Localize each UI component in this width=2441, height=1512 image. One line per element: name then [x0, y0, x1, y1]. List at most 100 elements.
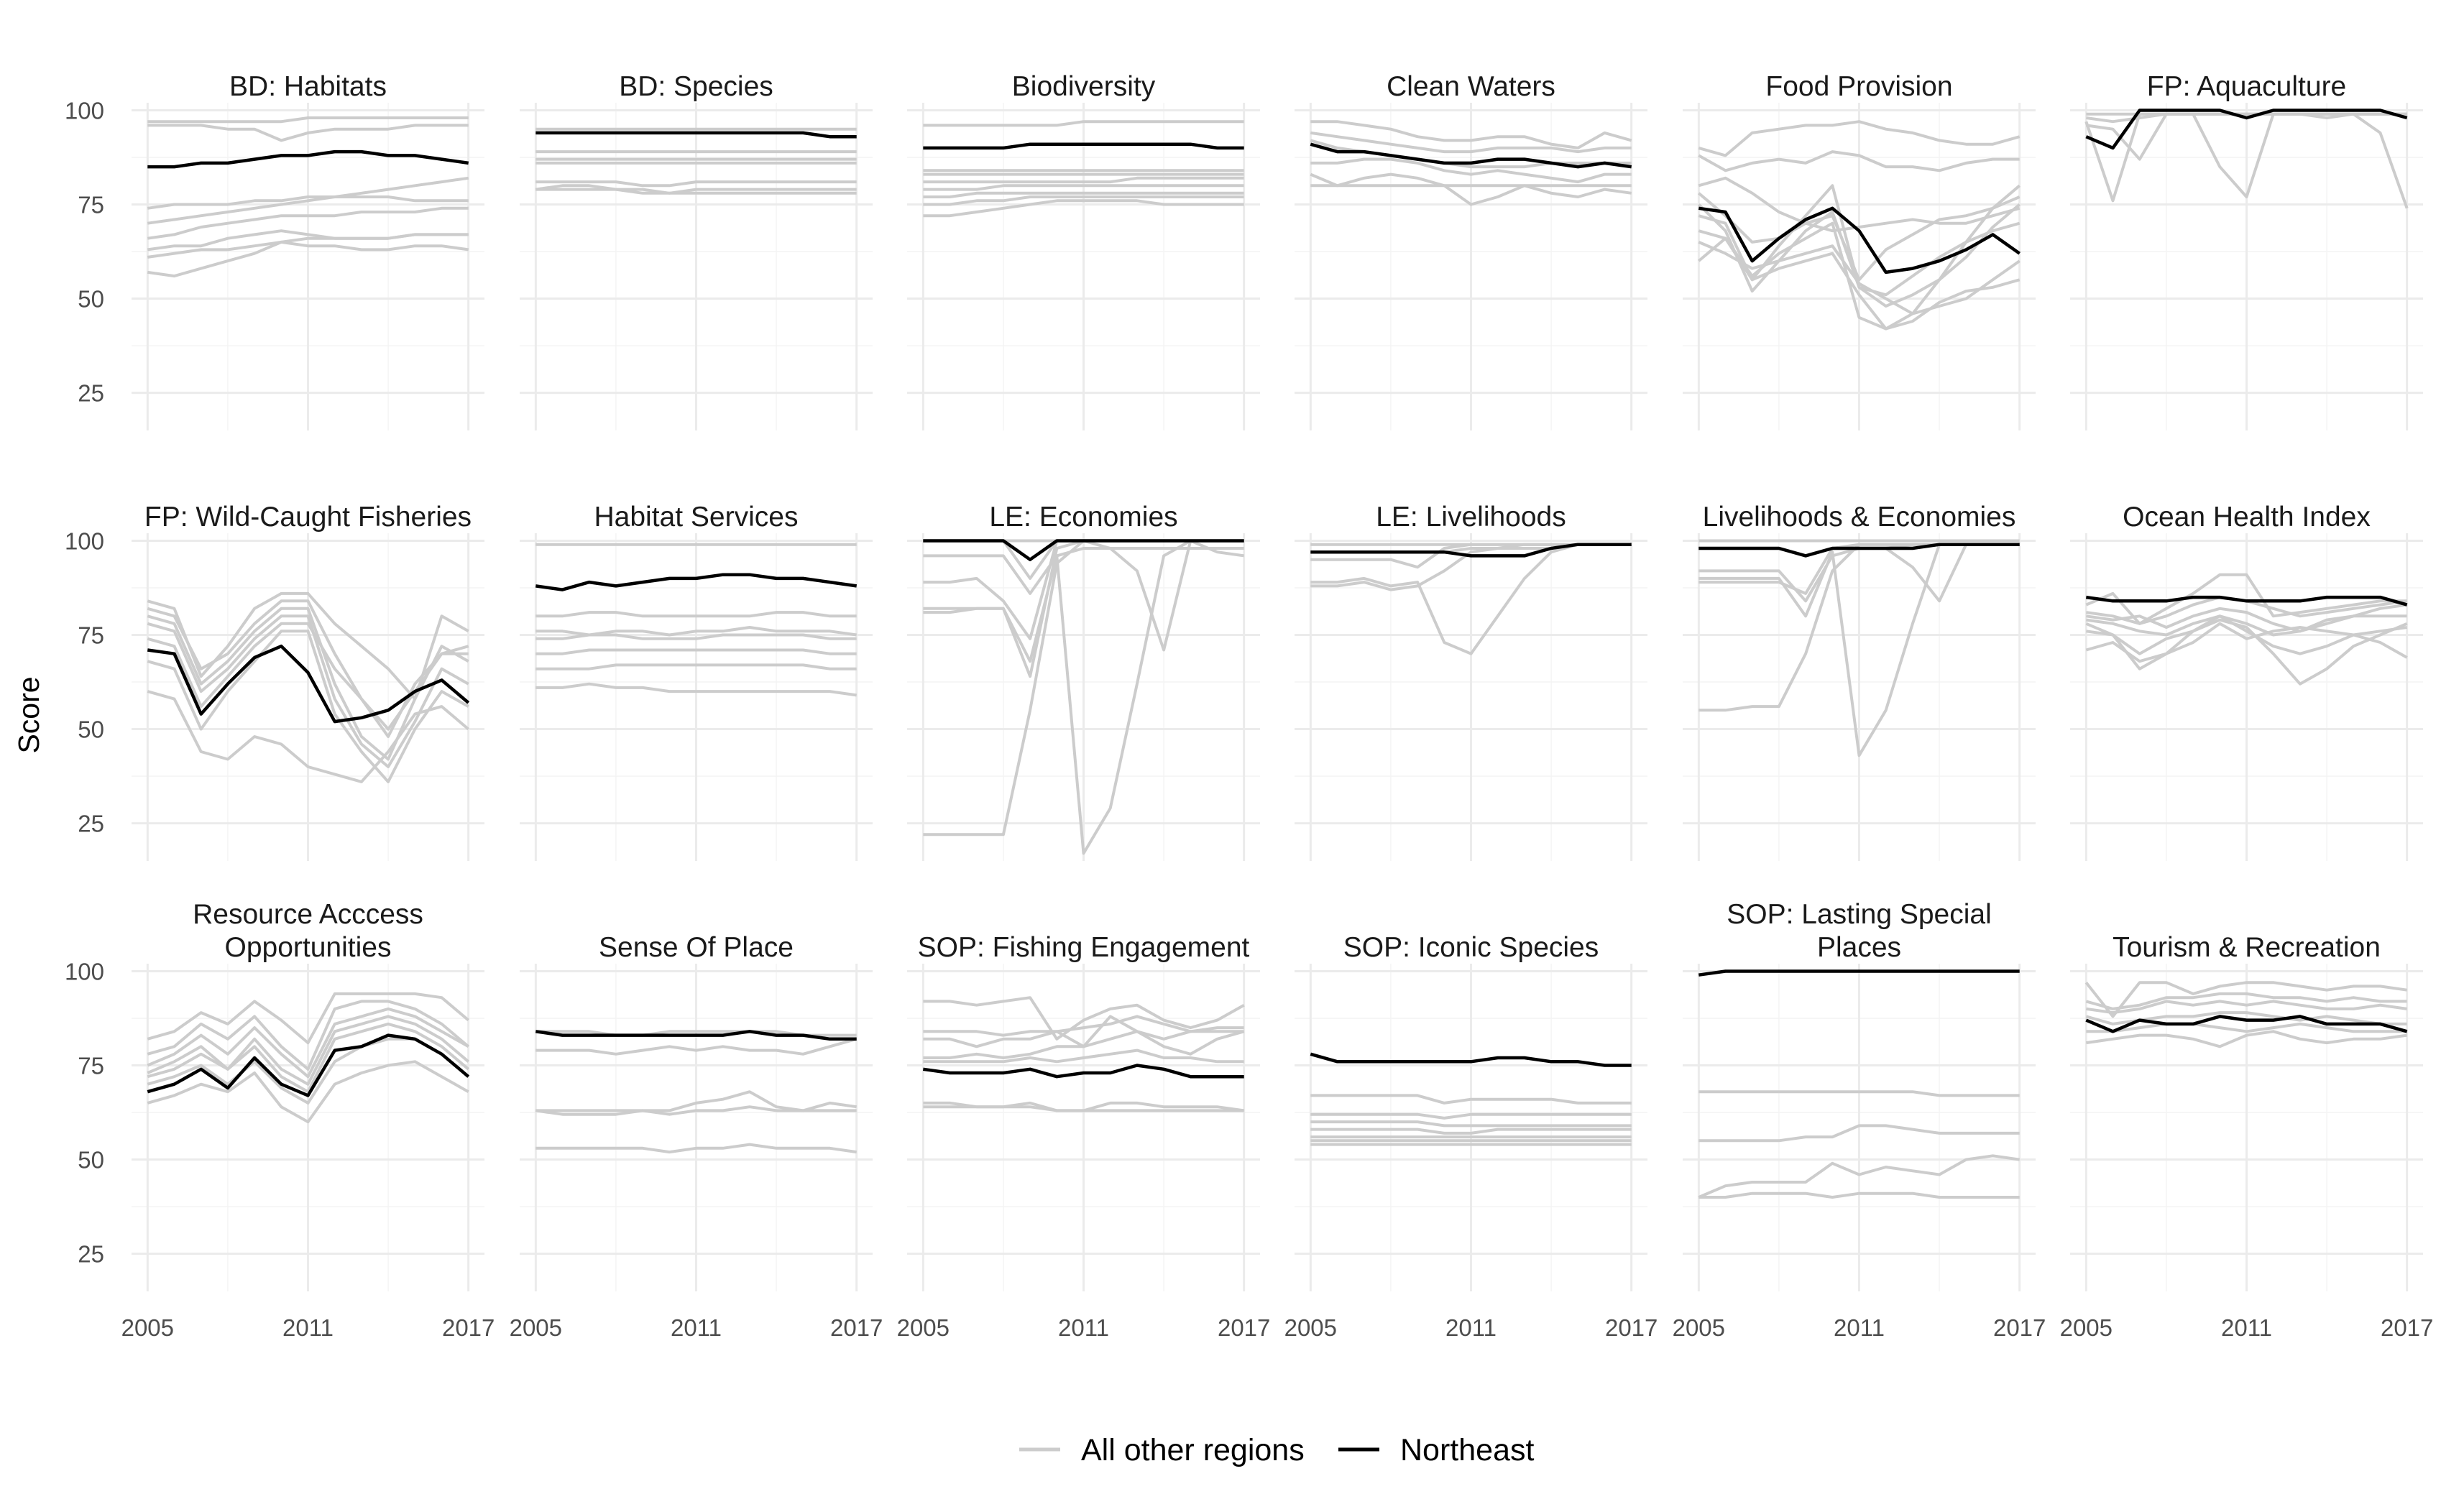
series-line-other-region	[2085, 992, 2407, 1010]
series-line-other-region	[923, 176, 1244, 184]
series-line-other-region	[2086, 1000, 2407, 1015]
series-line-other-region	[1698, 192, 2021, 282]
x-tick-label: 2011	[1834, 1314, 1885, 1341]
y-tick-label: 50	[78, 716, 104, 743]
facet-panel: Sense Of Place 2005 2011 2017	[510, 932, 883, 1341]
series-line-other-region	[147, 992, 469, 1045]
series-line-other-region	[923, 191, 1244, 198]
facet-title: Resource Acccess	[193, 899, 423, 930]
series-line-other-region	[1310, 1128, 1632, 1135]
x-tick-label: 2011	[671, 1314, 722, 1341]
facet-panel: Ocean Health Index	[2070, 502, 2423, 861]
series-line-other-region	[147, 176, 469, 210]
facet-title: SOP: Iconic Species	[1343, 932, 1599, 963]
series-line-other-region	[535, 1143, 857, 1154]
y-tick-label: 100	[65, 527, 104, 554]
series-line-northeast	[922, 1064, 1244, 1079]
x-tick-label: 2005	[121, 1314, 174, 1341]
x-tick-label: 2011	[282, 1314, 334, 1341]
series-line-other-region	[535, 1105, 857, 1116]
facet-title: BD: Species	[619, 71, 773, 102]
series-line-northeast	[147, 644, 470, 724]
facet-panel: FP: Wild-Caught Fisheries 25 50 75 100	[65, 502, 484, 861]
series-line-other-region	[147, 1000, 469, 1071]
series-line-other-region	[1310, 120, 1632, 149]
series-line-other-region	[147, 690, 469, 783]
series-line-northeast	[147, 1033, 470, 1097]
series-line-other-region	[2084, 981, 2407, 1018]
x-tick-label: 2017	[2381, 1314, 2433, 1341]
facet-title: Sense Of Place	[599, 932, 794, 963]
y-axis-title: Score	[12, 676, 45, 753]
series-line-other-region	[923, 184, 1244, 191]
facet-title: Habitat Services	[594, 502, 799, 533]
series-line-other-region	[1310, 157, 1632, 184]
series-line-other-region	[1310, 131, 1632, 154]
series-line-other-region	[2086, 1022, 2407, 1033]
x-tick-label: 2017	[1218, 1314, 1270, 1341]
facet-panel: Livelihoods & Economies	[1683, 502, 2036, 861]
series-line-northeast	[2085, 595, 2408, 607]
series-line-other-region	[1698, 176, 2021, 233]
x-tick-label: 2017	[830, 1314, 883, 1341]
facet-title: SOP: Lasting Special	[1727, 899, 1992, 930]
series-line-northeast	[2085, 1015, 2408, 1033]
series-line-northeast	[535, 573, 858, 591]
series-line-other-region	[535, 611, 857, 618]
series-line-other-region	[535, 682, 857, 697]
series-line-other-region	[1698, 184, 2021, 331]
facet-title: Clean Waters	[1387, 71, 1555, 102]
facet-title: Opportunities	[225, 932, 392, 963]
series-line-other-region	[923, 996, 1245, 1041]
y-tick-label: 75	[78, 622, 104, 649]
x-tick-label: 2005	[2060, 1314, 2113, 1341]
legend-label-other: All other regions	[1081, 1433, 1305, 1467]
series-line-other-region	[923, 1105, 1244, 1112]
y-tick-label: 50	[78, 286, 104, 313]
x-tick-label: 2017	[442, 1314, 495, 1341]
x-tick-label: 2017	[1605, 1314, 1658, 1341]
series-line-other-region	[1698, 1154, 2020, 1199]
series-line-other-region	[2086, 112, 2407, 161]
series-line-other-region	[1698, 1191, 2020, 1199]
series-line-northeast	[1310, 543, 1632, 558]
series-line-other-region	[535, 184, 857, 195]
series-line-northeast	[1310, 142, 1632, 169]
series-line-other-region	[147, 614, 469, 768]
facet-title: LE: Livelihoods	[1376, 502, 1566, 533]
series-line-other-region	[147, 206, 469, 240]
facet-panel: LE: Livelihoods	[1295, 502, 1647, 861]
facet-title: SOP: Fishing Engagement	[918, 932, 1250, 963]
facet-panel: FP: Aquaculture	[2070, 71, 2423, 430]
facet-panel: Food Provision	[1683, 71, 2036, 430]
facet-title: Tourism & Recreation	[2113, 932, 2381, 963]
y-tick-label: 50	[78, 1147, 104, 1174]
series-line-other-region	[2086, 1030, 2407, 1048]
series-line-other-region	[1310, 1120, 1632, 1128]
y-tick-label: 25	[78, 811, 104, 837]
series-line-other-region	[2086, 614, 2407, 637]
y-tick-label: 75	[78, 1053, 104, 1079]
series-line-other-region	[535, 663, 857, 670]
series-line-other-region	[535, 188, 857, 195]
series-line-northeast	[923, 539, 1244, 561]
facet-panel: SOP: Fishing Engagement 2005 2011 2017	[897, 932, 1271, 1341]
series-line-other-region	[923, 1048, 1244, 1064]
series-line-other-region	[923, 547, 1244, 595]
series-line-northeast	[1310, 1052, 1632, 1067]
series-line-other-region	[1310, 172, 1632, 206]
series-line-northeast	[923, 142, 1244, 150]
x-tick-label: 2005	[510, 1314, 562, 1341]
series-line-other-region	[147, 599, 469, 738]
series-line-northeast	[147, 149, 469, 169]
x-tick-label: 2005	[1673, 1314, 1725, 1341]
series-line-other-region	[147, 1060, 469, 1124]
facet-title: BD: Habitats	[229, 71, 387, 102]
series-line-northeast	[2085, 109, 2408, 150]
series-line-other-region	[535, 1037, 858, 1056]
facet-title: Livelihoods & Economies	[1703, 502, 2016, 533]
series-line-other-region	[2085, 618, 2408, 686]
facet-panel: LE: Economies	[907, 502, 1260, 861]
facet-panel: BD: Habitats 25 50 75 100	[65, 71, 484, 430]
